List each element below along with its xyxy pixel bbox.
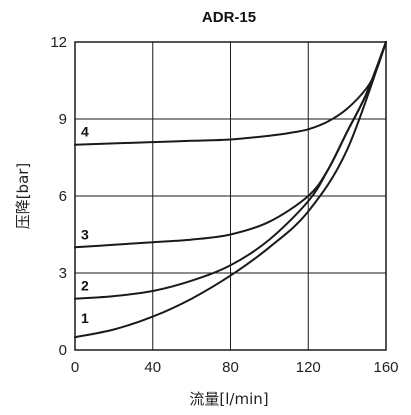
y-tick-label: 0 <box>59 342 67 359</box>
y-tick-label: 9 <box>59 111 67 128</box>
grid-lines <box>74 41 387 351</box>
curve-label-4: 4 <box>81 124 89 140</box>
curve-1 <box>74 41 387 339</box>
curve-label-2: 2 <box>81 278 89 294</box>
curve-label-group: 1 2 3 4 <box>81 124 89 326</box>
curve-label-3: 3 <box>81 226 89 242</box>
curve-label-1: 1 <box>81 310 89 326</box>
curve-3 <box>74 41 387 249</box>
y-tick-label: 3 <box>59 265 67 282</box>
x-tick-label: 0 <box>71 359 79 376</box>
x-tick-label: 160 <box>373 359 398 376</box>
x-axis-label: 流量[l/min] <box>189 390 268 408</box>
x-tick-label: 40 <box>144 359 161 376</box>
y-tick-label: 12 <box>50 34 67 51</box>
curve-group <box>74 41 387 339</box>
y-axis-label: 压降[bar] <box>14 163 32 230</box>
chart-title: ADR-15 <box>202 9 256 26</box>
y-tick-label: 6 <box>59 188 67 205</box>
x-tick-label: 120 <box>296 359 321 376</box>
x-tick-label: 80 <box>222 359 239 376</box>
curve-4 <box>74 41 387 146</box>
